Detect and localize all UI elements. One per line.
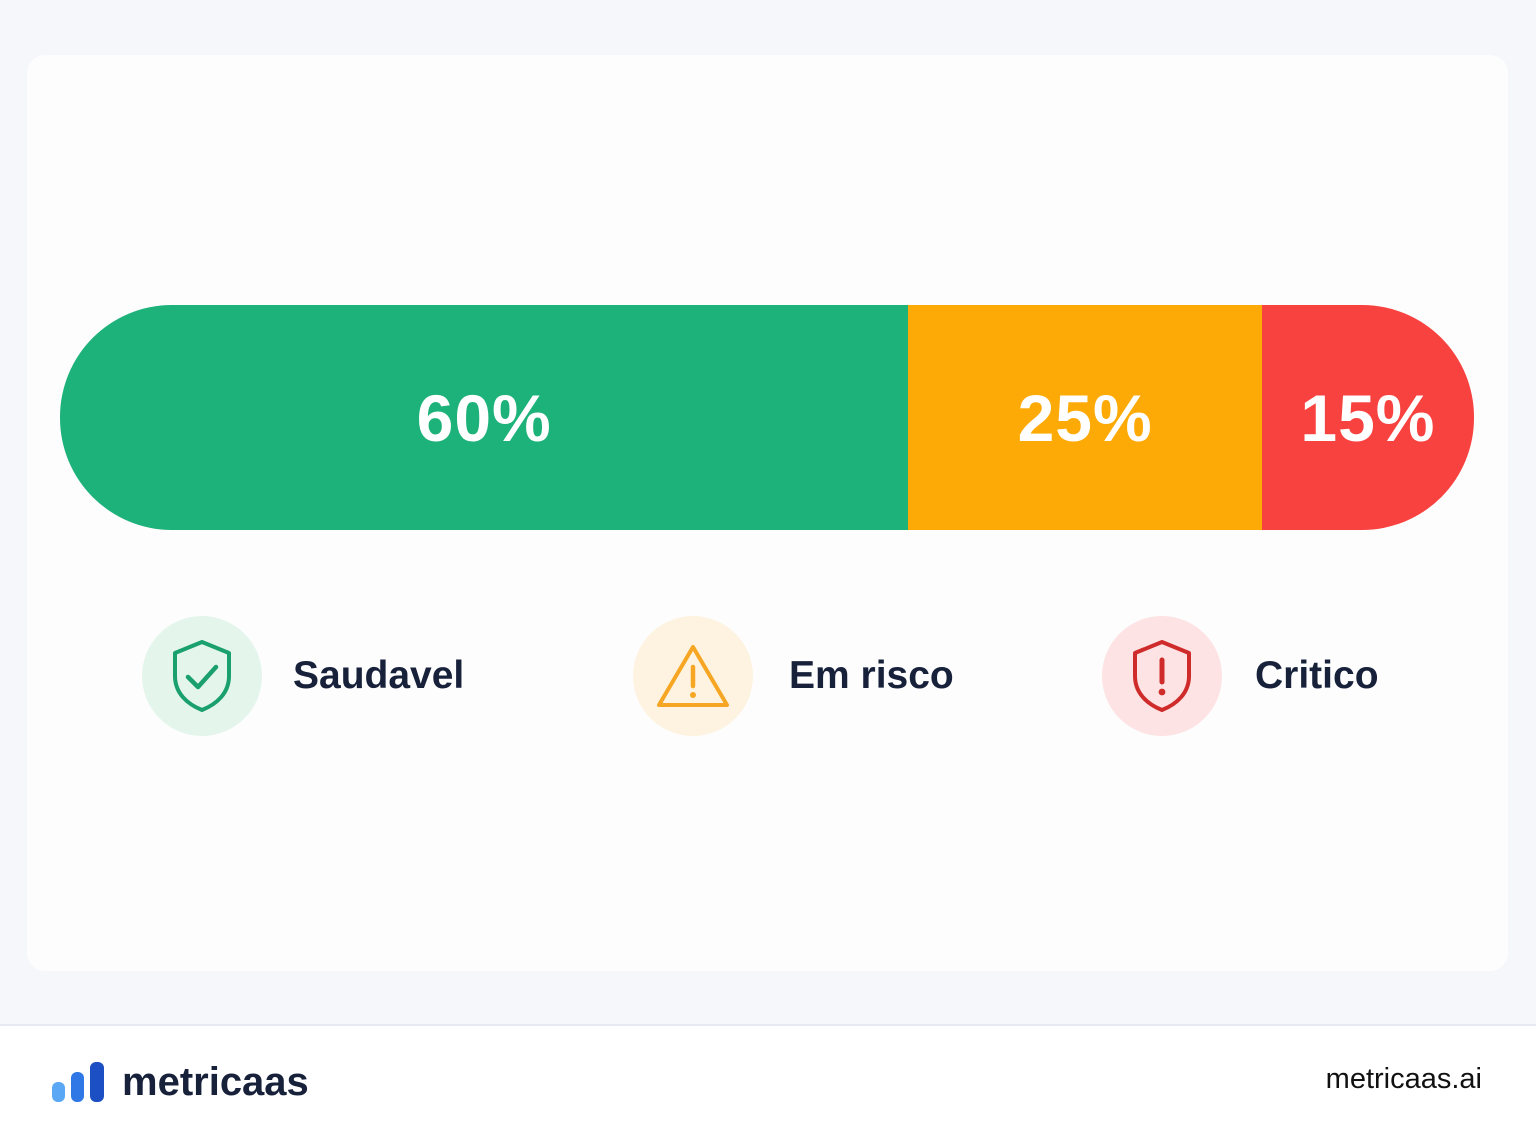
data-label-em-risco: 25% bbox=[1017, 380, 1153, 455]
legend-item-em-risco: Em risco bbox=[633, 615, 954, 737]
data-label-saudavel: 60% bbox=[416, 380, 552, 455]
shield-check-icon bbox=[142, 616, 262, 736]
legend-label-em-risco: Em risco bbox=[789, 654, 954, 697]
bar-segment-em-risco: 25% bbox=[908, 305, 1262, 530]
bar-chart-logo-icon bbox=[52, 1062, 104, 1102]
legend-item-critico: Critico bbox=[1102, 615, 1379, 737]
shield-alert-icon bbox=[1102, 616, 1222, 736]
legend-item-saudavel: Saudavel bbox=[142, 615, 464, 737]
brand: metricaas bbox=[52, 1059, 309, 1105]
warning-triangle-icon bbox=[633, 616, 753, 736]
bar-segment-critico: 15% bbox=[1261, 305, 1474, 530]
legend-label-saudavel: Saudavel bbox=[293, 654, 465, 697]
bar-segment-saudavel: 60% bbox=[60, 305, 909, 530]
data-label-critico: 15% bbox=[1300, 380, 1436, 455]
legend-label-critico: Critico bbox=[1255, 654, 1379, 697]
site-link[interactable]: metricaas.ai bbox=[1325, 1063, 1482, 1095]
brand-name: metricaas bbox=[122, 1059, 309, 1104]
stacked-bar: 60% 25% 15% bbox=[60, 305, 1474, 530]
footer: metricaas metricaas.ai bbox=[0, 1024, 1536, 1136]
